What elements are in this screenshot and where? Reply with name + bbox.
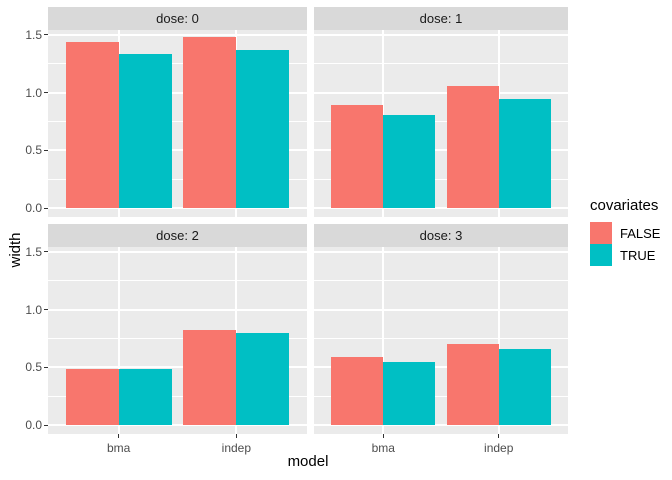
x-tick-label: bma <box>106 441 131 455</box>
gridline-minor <box>48 280 307 282</box>
y-tick-mark <box>44 309 48 311</box>
bar-dose2-bma-false <box>65 368 119 426</box>
x-tick-mark <box>382 434 384 438</box>
legend-key-label: TRUE <box>620 247 656 263</box>
facet-panel <box>314 247 568 434</box>
facet-strip: dose: 3 <box>314 224 568 247</box>
gridline-major <box>314 207 568 210</box>
gridline-major <box>314 91 568 94</box>
gridline-major <box>314 250 568 253</box>
facet-strip-label: dose: 3 <box>419 228 463 243</box>
gridline-minor <box>314 337 568 339</box>
bar-dose3-indep-false <box>446 344 499 426</box>
bar-dose3-bma-true <box>383 361 436 426</box>
y-tick-mark <box>44 424 48 426</box>
gridline-major <box>314 308 568 311</box>
x-tick-label: indep <box>484 441 514 455</box>
gridline-major <box>48 33 307 36</box>
bar-dose3-bma-false <box>331 357 384 426</box>
legend: covariates FALSE TRUE <box>590 197 660 266</box>
bar-dose1-bma-false <box>331 105 384 209</box>
gridline-minor <box>48 63 307 65</box>
facet-panel <box>48 247 307 434</box>
y-tick-label: 0.0 <box>25 418 42 433</box>
bar-dose2-bma-true <box>118 368 172 426</box>
gridline-vertical <box>497 247 500 434</box>
legend-key-label: FALSE <box>620 225 661 241</box>
legend-key-false: FALSE <box>590 222 660 244</box>
bar-dose3-indep-true <box>498 348 551 426</box>
gridline-major <box>48 424 307 427</box>
gridline-minor <box>314 120 568 122</box>
gridline-major <box>48 250 307 253</box>
gridline-minor <box>314 63 568 65</box>
y-tick-label: 0.5 <box>25 143 42 158</box>
bar-dose0-bma-false <box>65 41 119 209</box>
facet-panel <box>48 30 307 217</box>
facet-strip-label: dose: 1 <box>419 11 463 26</box>
legend-swatch-true <box>590 244 612 266</box>
bar-dose0-indep-true <box>236 49 290 209</box>
bar-dose1-indep-true <box>498 99 551 209</box>
y-tick-mark <box>44 251 48 253</box>
y-tick-mark <box>44 366 48 368</box>
gridline-major <box>314 366 568 369</box>
gridline-minor <box>48 120 307 122</box>
y-tick-mark <box>44 149 48 151</box>
gridline-minor <box>48 178 307 180</box>
x-tick-mark <box>498 434 500 438</box>
facet-strip-label: dose: 0 <box>156 11 199 26</box>
x-tick-mark <box>118 434 120 438</box>
x-axis-title: model <box>287 453 329 470</box>
facet-panel <box>314 30 568 217</box>
bar-dose1-indep-false <box>446 85 499 209</box>
y-tick-label: 0.0 <box>25 201 42 216</box>
gridline-major <box>48 149 307 152</box>
y-tick-mark <box>44 92 48 94</box>
gridline-minor <box>314 395 568 397</box>
y-tick-label: 1.0 <box>25 302 42 317</box>
gridline-major <box>314 424 568 427</box>
gridline-major <box>48 91 307 94</box>
facet-strip: dose: 2 <box>48 224 307 247</box>
y-tick-mark <box>44 207 48 209</box>
bar-dose2-indep-true <box>236 332 290 426</box>
y-tick-label: 1.5 <box>25 27 42 42</box>
legend-title: covariates <box>590 197 659 214</box>
legend-swatch-false <box>590 222 612 244</box>
gridline-major <box>48 366 307 369</box>
bar-dose1-bma-true <box>383 114 436 209</box>
y-tick-label: 1.5 <box>25 244 42 259</box>
gridline-major <box>48 207 307 210</box>
gridline-major <box>314 33 568 36</box>
legend-keys: FALSE TRUE <box>590 222 660 266</box>
facet-strip-label: dose: 2 <box>156 228 199 243</box>
gridline-minor <box>314 178 568 180</box>
gridline-minor <box>48 337 307 339</box>
bar-dose0-bma-true <box>118 54 172 209</box>
gridline-minor <box>48 395 307 397</box>
bar-dose0-indep-false <box>183 36 237 209</box>
y-tick-label: 0.5 <box>25 360 42 375</box>
gridline-vertical <box>117 247 120 434</box>
facet-strip: dose: 1 <box>314 7 568 30</box>
legend-key-true: TRUE <box>590 244 660 266</box>
x-tick-mark <box>235 434 237 438</box>
bar-dose2-indep-false <box>183 330 237 426</box>
x-tick-label: indep <box>221 441 252 455</box>
gridline-major <box>314 149 568 152</box>
y-tick-label: 1.0 <box>25 85 42 100</box>
facet-strip: dose: 0 <box>48 7 307 30</box>
gridline-minor <box>314 280 568 282</box>
y-tick-mark <box>44 34 48 36</box>
x-tick-label: bma <box>371 441 395 455</box>
gridline-major <box>48 308 307 311</box>
gridline-vertical <box>382 247 385 434</box>
